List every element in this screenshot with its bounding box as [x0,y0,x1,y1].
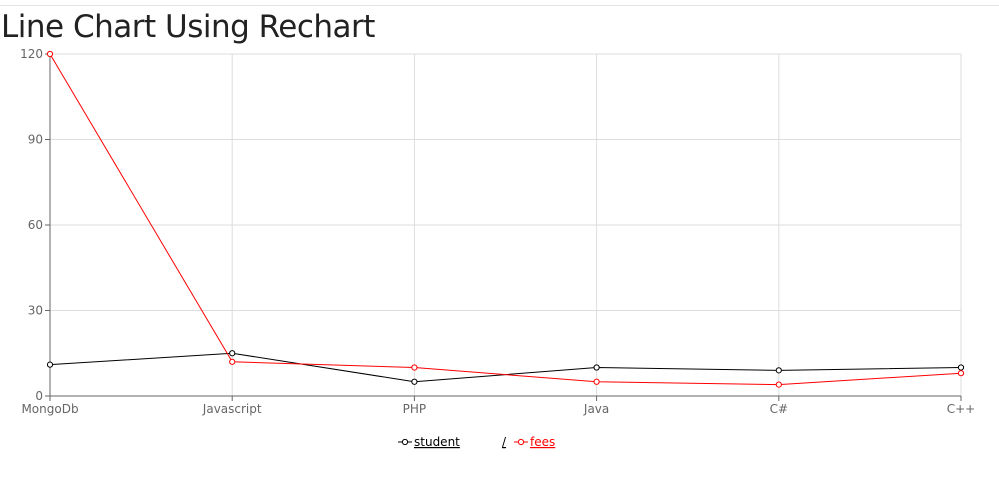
y-tick-label: 120 [20,47,43,61]
y-tick-label: 60 [28,218,43,232]
data-point-fees [229,358,236,365]
data-point-student [775,367,782,374]
data-point-fees [411,364,418,371]
series-fees [46,50,965,388]
x-tick-label: Java [583,402,609,416]
x-tick-label: Javascript [202,402,262,416]
chart-legend: student fees / [398,435,555,449]
legend-label: student [414,435,460,449]
x-tick-label: PHP [403,402,427,416]
y-tick-label: 90 [28,133,43,147]
data-point-student [957,364,965,371]
chart-axes: 0 30 60 90 120 MongoDb Javascript PHP Java C# C++ [20,47,975,416]
x-tick-label: C# [770,402,788,416]
series-line-student [49,352,962,383]
chart-grid [50,53,962,396]
legend-label: fees [530,435,555,449]
data-point-fees [46,50,54,58]
data-point-fees [593,378,600,385]
page-title: Line Chart Using Rechart [1,9,375,45]
legend-dot-icon [517,438,525,446]
top-divider [0,5,999,6]
data-point-student [593,364,600,371]
x-tick-label: C++ [947,402,976,416]
x-tick-label: MongoDb [21,402,78,416]
series-student [46,350,965,385]
y-tick-label: 30 [28,304,43,318]
legend-dot-icon [401,438,409,446]
chart-lines [46,50,965,388]
legend-separator: / [502,435,507,449]
data-point-fees [775,381,782,388]
data-point-student [46,361,54,368]
data-point-student [411,378,418,385]
data-point-student [229,350,236,357]
data-point-fees [957,370,965,377]
series-line-fees [49,53,962,386]
y-tick-label: 0 [35,389,43,403]
